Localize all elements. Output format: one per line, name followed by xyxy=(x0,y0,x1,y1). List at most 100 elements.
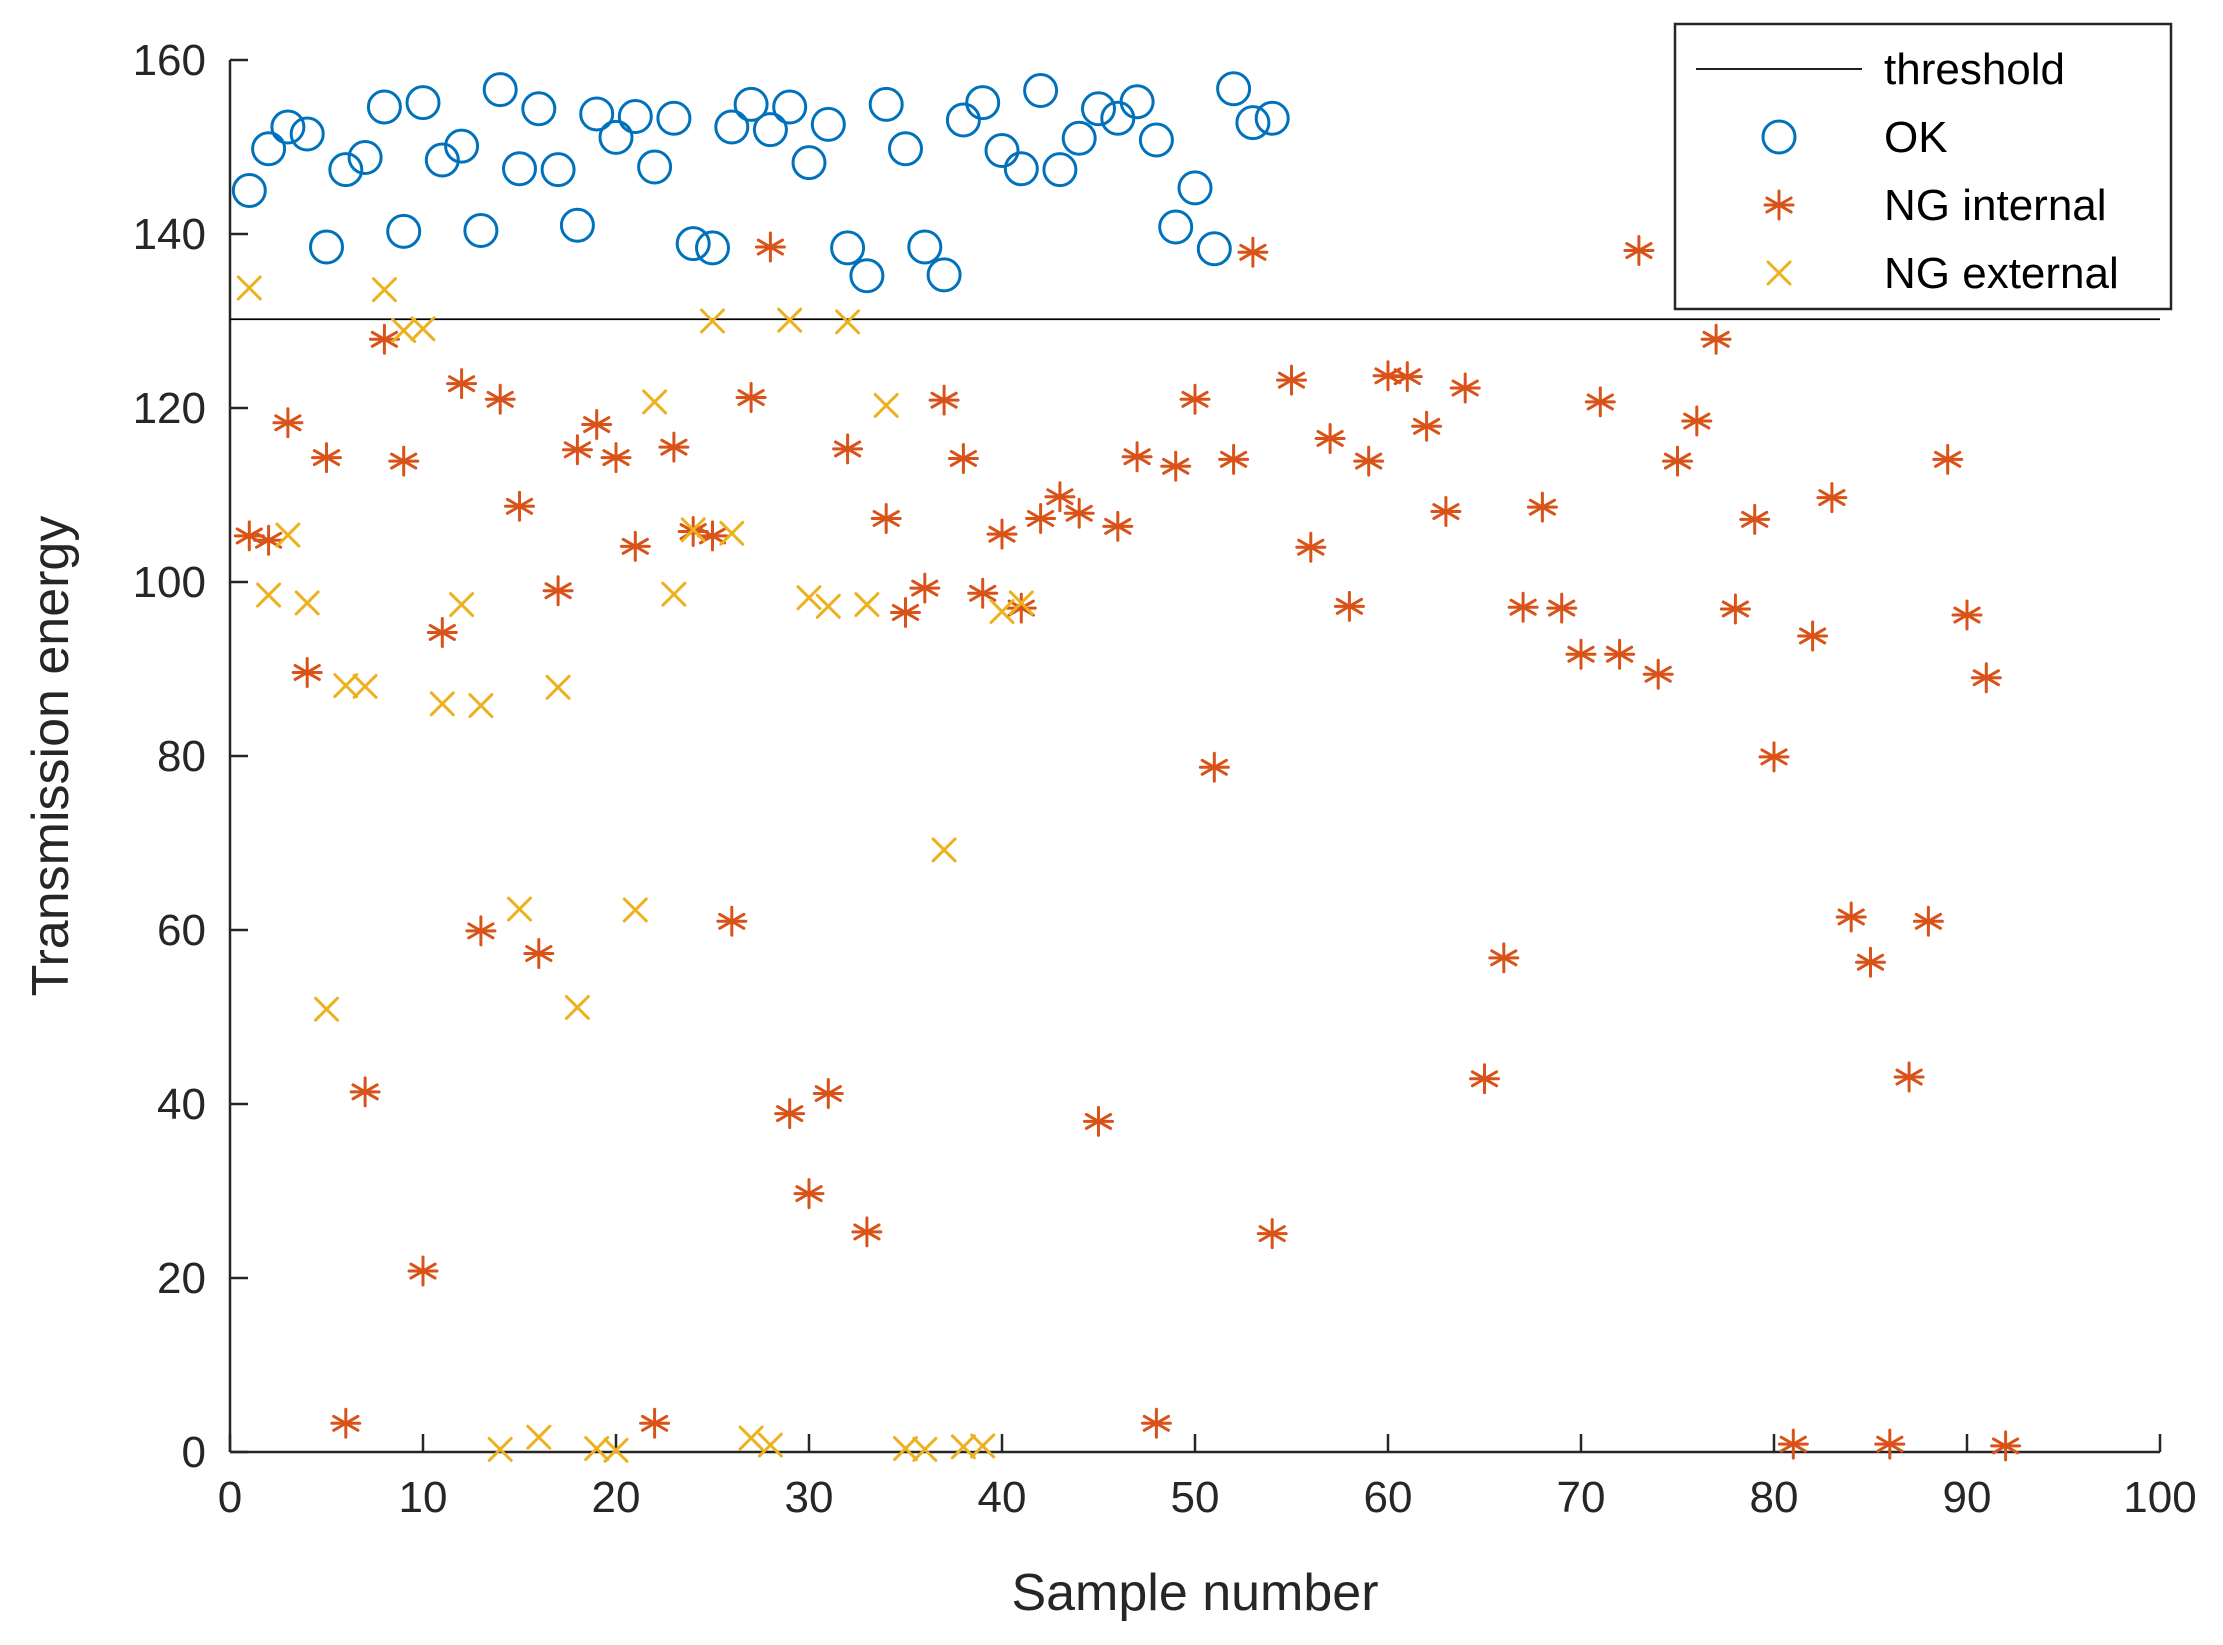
y-tick-label: 140 xyxy=(133,210,206,259)
ok-point xyxy=(656,100,692,136)
ng-external-point xyxy=(700,308,725,334)
ng-internal-point xyxy=(1951,599,1983,631)
ok-point xyxy=(521,91,557,127)
ng-external-point xyxy=(970,1433,996,1459)
ng-internal-point xyxy=(561,434,593,466)
ng-internal-point xyxy=(1353,445,1385,477)
ng-external-point xyxy=(757,1432,783,1458)
ng-external-point xyxy=(854,592,880,618)
ng-external-point xyxy=(796,585,822,611)
ng-internal-point xyxy=(1198,751,1230,783)
ng-internal-point xyxy=(735,382,767,414)
ng-internal-point xyxy=(1430,496,1462,528)
ng-external-point xyxy=(912,1436,938,1462)
y-tick-label: 60 xyxy=(157,906,206,955)
ng-internal-point xyxy=(1990,1430,2022,1462)
ng-internal-point xyxy=(330,1407,362,1439)
legend-label-threshold: threshold xyxy=(1884,45,2065,94)
ng-external-point xyxy=(371,277,397,303)
ng-internal-point xyxy=(793,1178,825,1210)
ng-internal-point xyxy=(619,530,651,562)
ng-internal-point xyxy=(1893,1061,1925,1093)
ng-internal-point xyxy=(1681,405,1713,437)
ng-external-point xyxy=(333,673,359,699)
ok-point xyxy=(444,128,480,164)
ng-internal-point xyxy=(1469,1063,1500,1095)
ng-internal-point xyxy=(465,915,497,947)
ok-point xyxy=(328,152,364,188)
ng-internal-point xyxy=(1179,383,1211,415)
ng-external-point xyxy=(777,307,803,333)
ng-internal-point xyxy=(754,231,786,263)
legend-label-ng-internal: NG internal xyxy=(1884,181,2107,230)
legend-ok-symbol xyxy=(1761,119,1797,155)
ok-point xyxy=(945,102,981,138)
ng-internal-point xyxy=(1121,441,1153,473)
ng-external-point xyxy=(584,1436,610,1462)
ng-internal-point xyxy=(1333,590,1365,622)
ng-internal-point xyxy=(1256,1218,1288,1250)
x-tick-label: 80 xyxy=(1750,1473,1799,1522)
ng-internal-point xyxy=(1546,592,1578,624)
ok-point xyxy=(424,142,460,178)
ng-internal-point xyxy=(1604,638,1636,670)
ng-internal-point xyxy=(1526,491,1558,523)
ok-point xyxy=(1061,120,1097,156)
y-tick-label: 80 xyxy=(157,732,206,781)
ng-internal-point xyxy=(1276,364,1307,396)
ng-internal-point xyxy=(1391,361,1423,393)
ng-external-point xyxy=(314,996,339,1022)
ok-point xyxy=(617,99,653,135)
ok-point xyxy=(1158,209,1194,245)
ng-internal-point xyxy=(542,575,574,607)
ok-point xyxy=(772,89,808,125)
ok-point xyxy=(482,72,518,108)
ng-external-point xyxy=(256,582,282,608)
ok-point xyxy=(926,257,962,293)
ok-point xyxy=(810,106,846,142)
ng-internal-point xyxy=(1874,1428,1906,1460)
ng-external-point xyxy=(449,592,475,618)
ok-point xyxy=(830,230,866,266)
ok-point xyxy=(1138,122,1174,158)
ng-internal-point xyxy=(1739,503,1771,535)
ng-external-point xyxy=(236,275,262,301)
ng-internal-point xyxy=(639,1407,671,1439)
ng-external-point xyxy=(352,673,378,699)
ng-internal-point xyxy=(1083,1105,1114,1137)
ng-internal-point xyxy=(272,407,304,439)
x-tick-label: 70 xyxy=(1557,1473,1606,1522)
x-axis-label: Sample number xyxy=(1011,1564,1378,1622)
y-ticks: 0 20 40 60 80 100 120 140 160 xyxy=(133,36,248,1477)
ng-internal-point xyxy=(1237,236,1269,268)
ng-internal-point xyxy=(1855,946,1886,978)
ok-point xyxy=(270,109,306,145)
ng-internal-point xyxy=(1140,1407,1172,1439)
ng-external-point xyxy=(429,691,455,717)
ng-internal-point xyxy=(1719,593,1751,625)
legend-label-ok: OK xyxy=(1884,113,1948,162)
series-ok xyxy=(231,71,1290,294)
ng-internal-point xyxy=(1507,591,1539,623)
ok-point xyxy=(1119,84,1155,120)
ok-point xyxy=(965,85,1001,121)
ok-point xyxy=(714,109,750,145)
ng-external-point xyxy=(815,593,841,619)
ok-point xyxy=(1254,100,1290,136)
legend-ng-internal-marker xyxy=(1763,189,1795,221)
ng-external-point xyxy=(391,318,417,344)
ng-internal-point xyxy=(928,384,960,416)
ng-external-point xyxy=(603,1437,629,1463)
x-tick-label: 60 xyxy=(1364,1473,1413,1522)
ok-point xyxy=(579,96,615,132)
x-tick-label: 90 xyxy=(1943,1473,1992,1522)
ng-internal-point xyxy=(1970,662,2002,694)
ng-internal-point xyxy=(291,656,323,688)
ng-internal-point xyxy=(1044,481,1076,513)
y-tick-label: 120 xyxy=(133,384,206,433)
y-tick-label: 0 xyxy=(182,1428,206,1477)
legend-ok-marker xyxy=(1761,119,1797,155)
ng-external-point xyxy=(410,316,436,342)
ng-internal-point xyxy=(812,1078,844,1110)
legend: threshold OK NG internal NG external xyxy=(1673,22,2173,311)
